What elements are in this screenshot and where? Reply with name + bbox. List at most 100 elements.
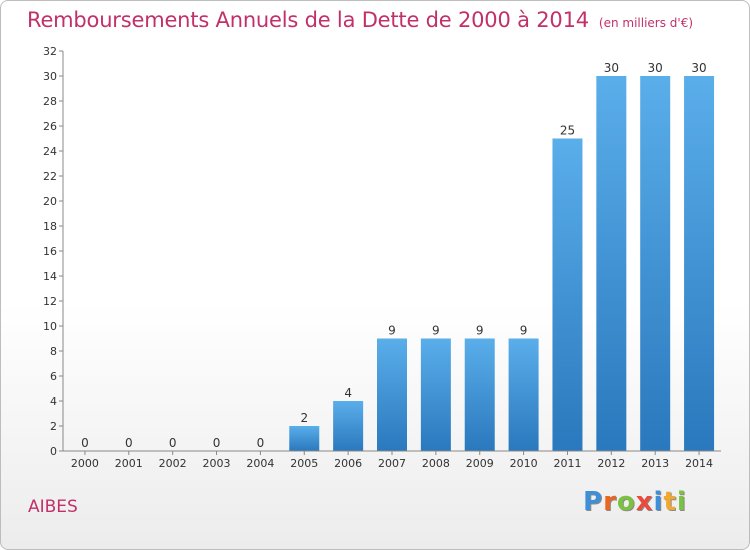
y-tick: 6 xyxy=(50,370,63,383)
x-tick: 2011 xyxy=(553,451,581,470)
y-tick-label: 32 xyxy=(43,45,57,58)
x-tick-label-2008: 2008 xyxy=(422,457,450,470)
y-tick-label: 16 xyxy=(43,245,57,258)
bar-2008 xyxy=(420,338,451,451)
y-tick-label: 20 xyxy=(43,195,57,208)
x-tick-label-2010: 2010 xyxy=(510,457,538,470)
x-tick: 2004 xyxy=(246,451,274,470)
value-label-2008: 9 xyxy=(432,324,440,338)
y-tick: 4 xyxy=(50,395,63,408)
y-tick: 16 xyxy=(43,245,63,258)
value-label-2013: 30 xyxy=(648,61,663,75)
value-label-2003: 0 xyxy=(213,436,221,450)
bar-2014 xyxy=(684,76,715,451)
commune-name: AIBES xyxy=(28,497,78,517)
x-tick: 2012 xyxy=(597,451,625,470)
x-tick-label-2000: 2000 xyxy=(71,457,99,470)
x-tick-label-2012: 2012 xyxy=(597,457,625,470)
logo-letter: P xyxy=(583,487,604,517)
x-tick: 2007 xyxy=(378,451,406,470)
x-tick-label-2004: 2004 xyxy=(246,457,274,470)
x-tick: 2008 xyxy=(422,451,450,470)
y-tick: 20 xyxy=(43,195,63,208)
y-tick-label: 18 xyxy=(43,220,57,233)
chart-unit: (en milliers d'€) xyxy=(598,16,694,30)
x-tick: 2001 xyxy=(115,451,143,470)
y-tick-label: 14 xyxy=(43,270,57,283)
y-tick: 32 xyxy=(43,45,63,58)
x-tick-label-2014: 2014 xyxy=(685,457,713,470)
y-tick: 30 xyxy=(43,70,63,83)
chart-title: Remboursements Annuels de la Dette de 20… xyxy=(27,8,693,32)
x-tick: 2002 xyxy=(159,451,187,470)
x-tick-label-2005: 2005 xyxy=(290,457,318,470)
y-tick: 12 xyxy=(43,295,63,308)
x-tick: 2000 xyxy=(71,451,99,470)
y-tick: 14 xyxy=(43,270,63,283)
x-tick-label-2003: 2003 xyxy=(203,457,231,470)
value-label-2012: 30 xyxy=(604,61,619,75)
x-tick-label-2006: 2006 xyxy=(334,457,362,470)
y-tick-label: 26 xyxy=(43,120,57,133)
y-tick-label: 22 xyxy=(43,170,57,183)
x-tick: 2009 xyxy=(466,451,494,470)
value-label-2004: 0 xyxy=(257,436,265,450)
bar-2012 xyxy=(596,76,627,451)
y-tick-label: 10 xyxy=(43,320,57,333)
y-tick-label: 12 xyxy=(43,295,57,308)
y-tick: 28 xyxy=(43,95,63,108)
bar-2005 xyxy=(289,426,320,451)
bar-2007 xyxy=(377,338,407,451)
x-tick-label-2002: 2002 xyxy=(159,457,187,470)
y-tick-label: 6 xyxy=(50,370,57,383)
y-tick-label: 4 xyxy=(50,395,57,408)
y-tick: 18 xyxy=(43,220,63,233)
x-tick-label-2007: 2007 xyxy=(378,457,406,470)
x-axis: 2000 2001 2002 2003 2004 2005 2006 2007 2008 2009… xyxy=(63,450,721,470)
bar-2006 xyxy=(333,401,364,451)
value-label-2007: 9 xyxy=(388,324,396,338)
x-tick-label-2011: 2011 xyxy=(553,457,581,470)
y-tick-label: 0 xyxy=(50,445,57,458)
bars-group: 0 0 0 0 0 2 4 9 9 9 9 25 30 30 30 xyxy=(81,61,715,451)
x-tick-label-2013: 2013 xyxy=(641,457,669,470)
logo-letter: t xyxy=(663,487,677,517)
y-tick: 26 xyxy=(43,120,63,133)
bar-2011 xyxy=(552,138,583,451)
y-tick: 0 xyxy=(50,445,63,458)
y-tick: 24 xyxy=(43,145,63,158)
y-tick: 8 xyxy=(50,345,63,358)
x-tick: 2013 xyxy=(641,451,669,470)
chart-title-text: Remboursements Annuels de la Dette de 20… xyxy=(27,8,589,32)
logo-letter: i xyxy=(653,487,664,517)
y-tick-label: 30 xyxy=(43,70,57,83)
proxiti-logo: Proxiti xyxy=(583,487,687,517)
y-tick: 22 xyxy=(43,170,63,183)
x-tick: 2005 xyxy=(290,451,318,470)
value-label-2010: 9 xyxy=(520,324,528,338)
value-label-2002: 0 xyxy=(169,436,177,450)
x-tick: 2014 xyxy=(685,451,713,470)
x-tick: 2003 xyxy=(203,451,231,470)
logo-letter: r xyxy=(603,487,617,517)
y-tick-label: 8 xyxy=(50,345,57,358)
y-tick-label: 28 xyxy=(43,95,57,108)
value-label-2009: 9 xyxy=(476,324,484,338)
value-label-2001: 0 xyxy=(125,436,133,450)
bar-2010 xyxy=(508,338,539,451)
x-tick-label-2001: 2001 xyxy=(115,457,143,470)
bar-2009 xyxy=(464,338,495,451)
logo-letter: i xyxy=(676,487,687,517)
value-label-2000: 0 xyxy=(81,436,89,450)
value-label-2011: 25 xyxy=(560,124,575,138)
x-tick: 2006 xyxy=(334,451,362,470)
y-tick: 2 xyxy=(50,420,63,433)
bar-2013 xyxy=(640,76,671,451)
value-label-2014: 30 xyxy=(691,61,706,75)
logo-letter: x xyxy=(635,487,654,517)
y-tick-label: 2 xyxy=(50,420,57,433)
y-tick-label: 24 xyxy=(43,145,57,158)
value-label-2006: 4 xyxy=(344,386,352,400)
